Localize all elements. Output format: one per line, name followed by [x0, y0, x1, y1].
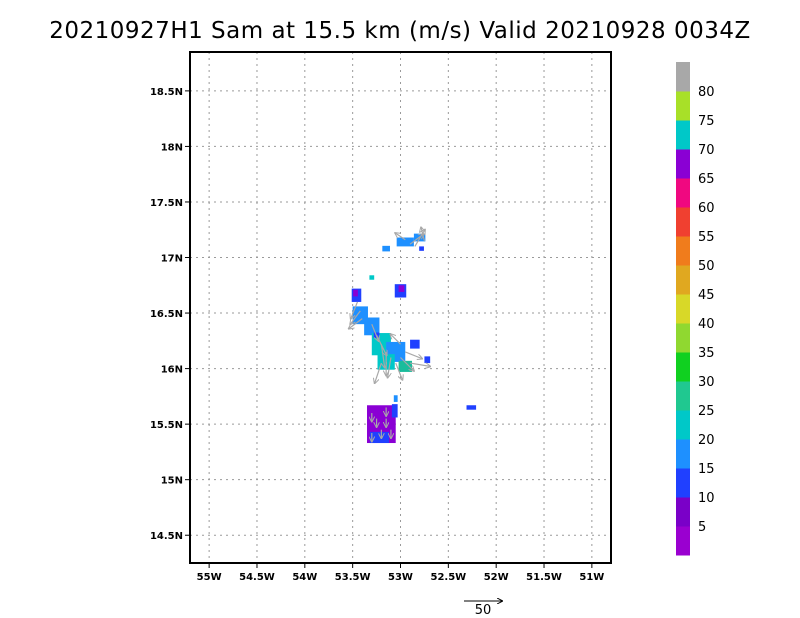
wind-vector — [375, 362, 382, 383]
wind-vector — [350, 310, 361, 324]
colorbar-label: 80 — [698, 85, 715, 100]
lat-tick-label: 18N — [161, 142, 183, 153]
wind-speed-patch — [396, 237, 414, 247]
wind-speed-patch — [398, 360, 412, 372]
lat-tick-label: 17.5N — [150, 198, 183, 209]
lon-tick-label: 55W — [197, 572, 222, 583]
wind-vector — [380, 344, 384, 367]
colorbar-label: 35 — [698, 346, 715, 361]
colorbar-swatch — [676, 120, 690, 150]
colorbar-swatch — [676, 410, 690, 440]
colorbar-label: 50 — [698, 259, 715, 274]
reference-vector-label: 50 — [475, 603, 492, 618]
lat-tick-label: 15.5N — [150, 420, 183, 431]
colorbar-label: 75 — [698, 114, 715, 129]
lon-tick-label: 53W — [388, 572, 413, 583]
grid-lines — [190, 52, 611, 563]
colorbar-label: 45 — [698, 288, 715, 303]
wind-speed-patch — [353, 289, 358, 297]
colorbar-swatch — [676, 236, 690, 266]
lon-tick-label: 52.5W — [430, 572, 466, 583]
lat-tick-label: 14.5N — [150, 531, 183, 542]
colorbar-swatch — [676, 352, 690, 382]
colorbar-label: 25 — [698, 404, 715, 419]
colorbar-swatch — [676, 265, 690, 295]
lat-tick-label: 18.5N — [150, 87, 183, 98]
colorbar-label: 15 — [698, 462, 715, 477]
colorbar-swatch — [676, 178, 690, 208]
lat-tick-label: 16.5N — [150, 309, 183, 320]
colorbar-swatch — [676, 381, 690, 411]
wind-vector — [388, 357, 392, 377]
colorbar-label: 55 — [698, 230, 715, 245]
wind-speed-patch — [369, 431, 390, 444]
wind-speed-patch — [391, 404, 398, 418]
lon-tick-label: 52W — [484, 572, 509, 583]
colorbar-swatch — [676, 149, 690, 179]
lon-tick-label: 54W — [292, 572, 317, 583]
wind-speed-patch — [398, 285, 405, 292]
wind-speed-patch — [419, 246, 424, 251]
lat-tick-label: 15N — [161, 476, 183, 487]
colorbar-swatch — [676, 526, 690, 556]
lat-tick-label: 17N — [161, 254, 183, 265]
wind-vector — [395, 233, 406, 241]
lon-tick-label: 53.5W — [335, 572, 371, 583]
colorbar-label: 10 — [698, 491, 715, 506]
colorbar-label: 5 — [698, 520, 706, 535]
colorbar-swatch — [676, 62, 690, 92]
wind-speed-patch — [369, 275, 375, 280]
wind-vectors — [349, 227, 430, 441]
colorbar-swatch — [676, 294, 690, 324]
reference-vector: 50 — [464, 601, 502, 618]
wind-speed-patch — [410, 339, 420, 349]
axis-ticks: 55W 54.5W 54W 53.5W 53W 52.5W 52W 51.5W 51W 18.5N… — [150, 87, 604, 583]
colorbar-swatch — [676, 439, 690, 469]
map-title: 20210927H1 Sam at 15.5 km (m/s) Valid 20… — [49, 18, 751, 44]
lat-tick-label: 16N — [161, 365, 183, 376]
wind-vector — [421, 227, 424, 241]
colorbar-label: 60 — [698, 201, 715, 216]
colorbar: 5 10 15 20 25 30 35 40 45 50 55 60 65 70 75 80 — [676, 62, 715, 556]
colorbar-swatch — [676, 468, 690, 498]
wind-speed-patch — [364, 317, 380, 336]
colorbar-swatch — [676, 91, 690, 121]
wind-speed-shading — [351, 233, 477, 444]
colorbar-label: 65 — [698, 172, 715, 187]
wind-speed-patch — [424, 356, 431, 364]
lon-tick-label: 51.5W — [526, 572, 562, 583]
colorbar-swatch — [676, 323, 690, 353]
colorbar-label: 40 — [698, 317, 715, 332]
map-frame — [189, 51, 612, 564]
colorbar-label: 30 — [698, 375, 715, 390]
wind-vector — [351, 301, 359, 319]
colorbar-label: 70 — [698, 143, 715, 158]
wind-speed-patch — [466, 405, 477, 410]
wind-vector — [405, 351, 422, 359]
lon-tick-label: 51W — [579, 572, 604, 583]
wind-speed-patch — [393, 395, 398, 402]
wind-vector — [409, 362, 430, 366]
lon-tick-label: 54.5W — [239, 572, 275, 583]
colorbar-label: 20 — [698, 433, 715, 448]
wind-vector — [349, 318, 363, 329]
wind-vector — [390, 334, 401, 345]
wind-vector — [400, 357, 414, 370]
wind-vector — [395, 362, 403, 380]
colorbar-swatch — [676, 497, 690, 527]
colorbar-swatch — [676, 207, 690, 237]
wind-speed-patch — [382, 245, 390, 252]
